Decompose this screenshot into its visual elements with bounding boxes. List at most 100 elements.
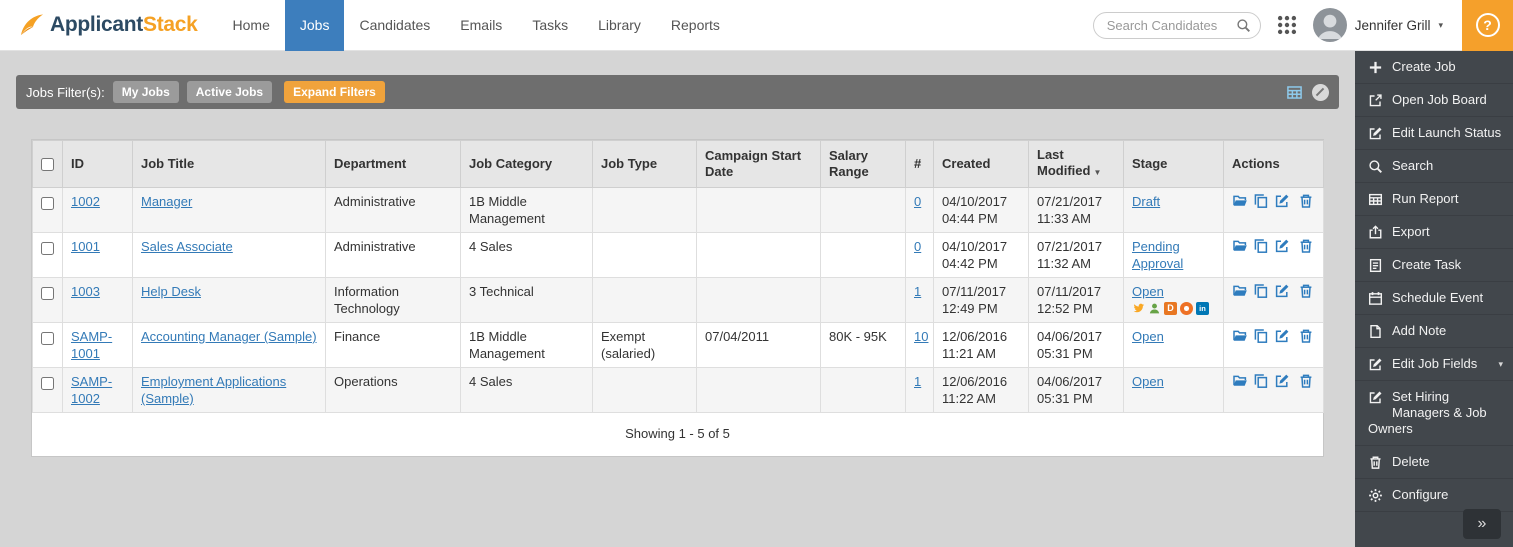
candidate-count-link[interactable]: 0 <box>914 194 922 209</box>
job-title-link[interactable]: Sales Associate <box>141 239 233 254</box>
help-button[interactable]: ? <box>1462 0 1513 51</box>
column-header-job-category[interactable]: Job Category <box>460 140 593 188</box>
job-title-link[interactable]: Accounting Manager (Sample) <box>141 329 317 344</box>
collapse-sidebar-button[interactable]: » <box>1463 509 1501 539</box>
apps-grid-icon[interactable] <box>1276 14 1298 36</box>
sidebar-item-edit-job-fields[interactable]: Edit Job Fields ▾ <box>1355 348 1513 381</box>
column-header-salary-range[interactable]: Salary Range <box>820 140 906 188</box>
linkedin-icon[interactable]: in <box>1196 302 1209 315</box>
main-content: Jobs Filter(s): My Jobs Active Jobs Expa… <box>0 51 1355 547</box>
search-icon[interactable] <box>1236 18 1251 33</box>
sidebar-item-configure[interactable]: Configure <box>1355 479 1513 512</box>
column-header-count[interactable]: # <box>905 140 934 188</box>
sidebar-item-delete[interactable]: Delete <box>1355 446 1513 479</box>
view-job-action[interactable] <box>1232 238 1248 258</box>
edit-job-action[interactable] <box>1274 238 1290 258</box>
column-header-department[interactable]: Department <box>325 140 461 188</box>
column-header-id[interactable]: ID <box>62 140 133 188</box>
candidate-count-link[interactable]: 1 <box>914 374 922 389</box>
active-jobs-filter-button[interactable]: Active Jobs <box>186 81 273 103</box>
twitter-bird-icon[interactable] <box>1132 302 1145 315</box>
candidate-count-link[interactable]: 0 <box>914 239 922 254</box>
column-header-created[interactable]: Created <box>933 140 1029 188</box>
nav-item-candidates[interactable]: Candidates <box>359 16 431 33</box>
nav-item-home[interactable]: Home <box>232 16 270 33</box>
stage-link[interactable]: Open <box>1132 284 1164 299</box>
delete-job-action[interactable] <box>1298 238 1314 258</box>
applicantstack-logo[interactable]: ApplicantStack <box>0 12 218 39</box>
stage-link[interactable]: Pending Approval <box>1132 239 1184 271</box>
search-input[interactable] <box>1092 11 1261 39</box>
nav-item-tasks[interactable]: Tasks <box>532 16 569 33</box>
orange-circle-job-board-icon[interactable] <box>1180 302 1193 315</box>
copy-job-action[interactable] <box>1253 328 1269 348</box>
column-header-last-modified[interactable]: Last Modified ▼ <box>1028 140 1124 188</box>
stage-link[interactable]: Open <box>1132 374 1164 389</box>
nav-item-emails[interactable]: Emails <box>460 16 503 33</box>
job-id-link[interactable]: 1002 <box>71 194 100 209</box>
sidebar-item-export[interactable]: Export <box>1355 216 1513 249</box>
job-id-link[interactable]: SAMP-1001 <box>71 329 113 361</box>
sidebar-item-edit-launch-status[interactable]: Edit Launch Status <box>1355 117 1513 150</box>
job-id-link[interactable]: 1001 <box>71 239 100 254</box>
column-header-job-title[interactable]: Job Title <box>132 140 326 188</box>
sidebar-item-create-job[interactable]: Create Job <box>1355 51 1513 84</box>
job-title-link[interactable]: Employment Applications (Sample) <box>141 374 287 406</box>
edit-icon <box>1369 390 1383 404</box>
campaign-start-cell: 07/04/2011 <box>696 322 821 368</box>
gear-icon <box>1368 487 1383 503</box>
stage-link[interactable]: Open <box>1132 329 1164 344</box>
row-checkbox[interactable] <box>41 377 54 391</box>
nav-item-reports[interactable]: Reports <box>670 16 720 33</box>
view-job-action[interactable] <box>1232 193 1248 213</box>
delete-job-action[interactable] <box>1298 193 1314 213</box>
copy-job-action[interactable] <box>1253 193 1269 213</box>
row-checkbox[interactable] <box>41 197 54 211</box>
sidebar-item-create-task[interactable]: Create Task <box>1355 249 1513 282</box>
copy-job-action[interactable] <box>1253 373 1269 393</box>
sidebar-item-search[interactable]: Search <box>1355 150 1513 183</box>
job-id-link[interactable]: SAMP-1002 <box>71 374 113 406</box>
candidate-count-link[interactable]: 1 <box>914 284 922 299</box>
job-title-link[interactable]: Help Desk <box>141 284 201 299</box>
expand-filters-button[interactable]: Expand Filters <box>284 81 385 103</box>
delete-job-action[interactable] <box>1298 373 1314 393</box>
candidate-count-link[interactable]: 10 <box>914 329 929 344</box>
edit-job-action[interactable] <box>1274 193 1290 213</box>
view-job-action[interactable] <box>1232 373 1248 393</box>
column-header-stage[interactable]: Stage <box>1123 140 1224 188</box>
copy-job-action[interactable] <box>1253 238 1269 258</box>
view-job-action[interactable] <box>1232 328 1248 348</box>
column-header-campaign-start-date[interactable]: Campaign Start Date <box>696 140 821 188</box>
sidebar-item-open-job-board[interactable]: Open Job Board <box>1355 84 1513 117</box>
edit-job-action[interactable] <box>1274 283 1290 303</box>
sidebar-item-run-report[interactable]: Run Report <box>1355 183 1513 216</box>
job-id-link[interactable]: 1003 <box>71 284 100 299</box>
copy-job-action[interactable] <box>1253 283 1269 303</box>
sidebar-item-schedule-event[interactable]: Schedule Event <box>1355 282 1513 315</box>
edit-job-action[interactable] <box>1274 373 1290 393</box>
select-all-checkbox[interactable] <box>41 158 54 172</box>
nav-item-library[interactable]: Library <box>598 16 641 33</box>
stage-link[interactable]: Draft <box>1132 194 1161 209</box>
dice-icon[interactable]: D <box>1164 302 1177 315</box>
sidebar-item-set-hiring-managers[interactable]: Set Hiring Managers & Job Owners <box>1355 381 1513 446</box>
row-checkbox[interactable] <box>41 287 54 301</box>
my-jobs-filter-button[interactable]: My Jobs <box>112 81 179 103</box>
view-job-action[interactable] <box>1232 283 1248 303</box>
person-job-board-icon[interactable] <box>1148 302 1161 315</box>
delete-job-action[interactable] <box>1298 328 1314 348</box>
row-checkbox[interactable] <box>41 242 54 256</box>
edit-job-action[interactable] <box>1274 328 1290 348</box>
user-menu[interactable]: Jennifer Grill ▾ <box>1312 8 1443 42</box>
row-checkbox[interactable] <box>41 332 54 346</box>
nav-item-jobs[interactable]: Jobs <box>284 0 345 51</box>
sidebar-item-add-note[interactable]: Add Note <box>1355 315 1513 348</box>
job-title-link[interactable]: Manager <box>141 194 193 209</box>
avatar <box>1312 8 1347 42</box>
clear-filters-icon[interactable] <box>1312 83 1329 101</box>
delete-job-action[interactable] <box>1298 283 1314 303</box>
job-type-cell <box>592 232 697 278</box>
grid-view-icon[interactable] <box>1286 84 1303 101</box>
column-header-job-type[interactable]: Job Type <box>592 140 697 188</box>
